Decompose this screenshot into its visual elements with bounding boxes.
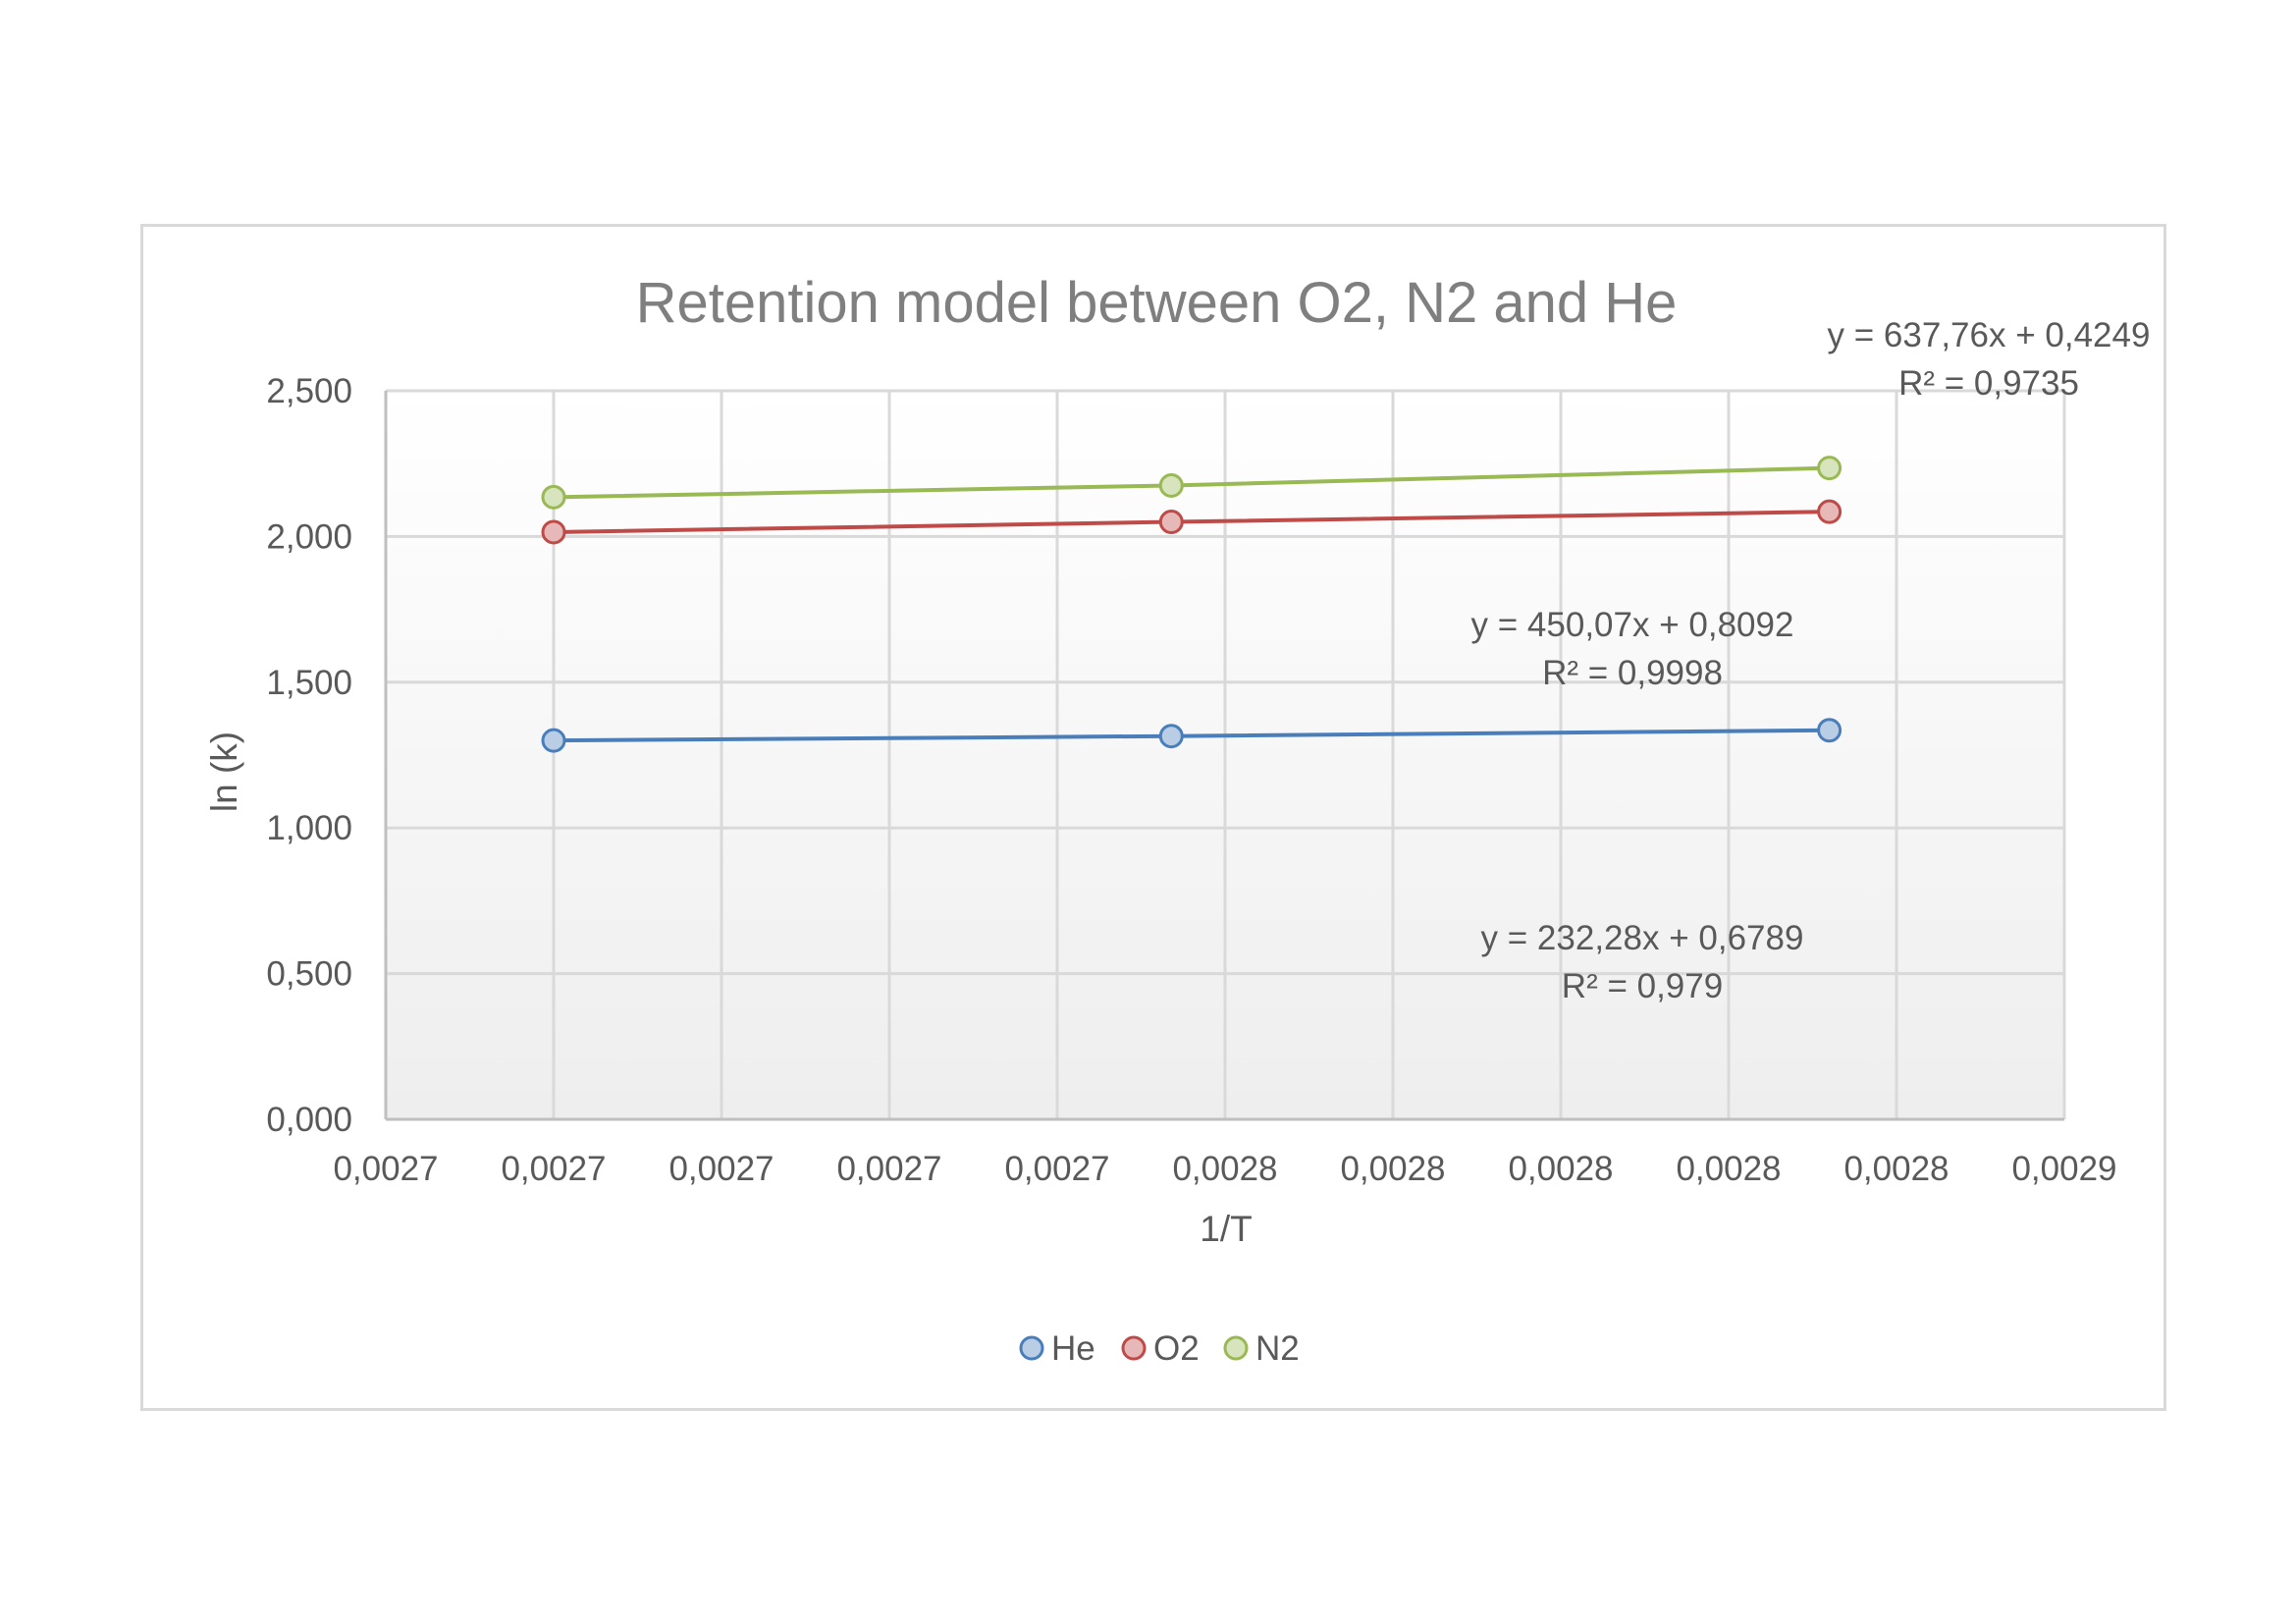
legend-label-n2: N2	[1255, 1329, 1300, 1368]
data-point-he	[1817, 718, 1842, 743]
y-tick-label: 1,000	[266, 809, 352, 847]
annotation-n2-r2: R² = 0,9735	[1898, 364, 2079, 403]
chart-area: 0,000 0,500 1,000 1,500 2,000 2,500 0,0027 0,00…	[140, 224, 2166, 1411]
legend-marker-he	[1019, 1335, 1044, 1361]
x-tick-label: 0,0027	[668, 1150, 774, 1188]
data-point-n2	[1817, 456, 1842, 481]
x-tick-label: 0,0028	[1676, 1150, 1781, 1188]
x-tick-label: 0,0028	[1340, 1150, 1445, 1188]
annotation-n2-equation: y = 637,76x + 0,4249	[1828, 316, 2151, 354]
y-axis-label: ln (k)	[204, 731, 244, 812]
gridlines	[386, 389, 2066, 1119]
legend-label-o2: O2	[1153, 1329, 1200, 1368]
x-tick-label: 0,0029	[2011, 1150, 2116, 1188]
legend-marker-o2	[1121, 1335, 1147, 1361]
annotation-o2-equation: y = 450,07x + 0,8092	[1471, 606, 1794, 644]
y-tick-label: 2,500	[266, 372, 352, 410]
x-tick-label: 0,0028	[1843, 1150, 1949, 1188]
y-tick-label: 0,500	[266, 955, 352, 994]
axes	[384, 391, 2064, 1121]
x-tick-label: 0,0027	[333, 1150, 438, 1188]
x-axis-label: 1/T	[1200, 1209, 1252, 1249]
legend-label-he: He	[1051, 1329, 1095, 1368]
data-point-o2	[1158, 510, 1184, 535]
legend: He O2 N2	[1019, 1329, 1300, 1368]
y-tick-label: 1,500	[266, 664, 352, 702]
annotation-o2-r2: R² = 0,9998	[1542, 654, 1723, 692]
annotation-he-r2: R² = 0,979	[1562, 967, 1723, 1005]
chart-title: Retention model between O2, N2 and He	[636, 271, 1678, 335]
chart-canvas: 0,000 0,500 1,000 1,500 2,000 2,500 0,0027 0,00…	[204, 271, 2151, 1368]
series-layer	[541, 456, 1842, 753]
series-n2	[541, 456, 1842, 510]
x-tick-label: 0,0027	[836, 1150, 941, 1188]
annotation-he-equation: y = 232,28x + 0,6789	[1481, 919, 1804, 957]
data-point-n2	[541, 484, 566, 510]
data-point-n2	[1158, 472, 1184, 498]
series-o2	[541, 499, 1842, 545]
x-tick-label: 0,0028	[1172, 1150, 1277, 1188]
y-tick-label: 2,000	[266, 517, 352, 556]
data-point-o2	[541, 519, 566, 545]
data-point-he	[541, 728, 566, 753]
data-point-o2	[1817, 499, 1842, 524]
x-tick-label: 0,0027	[501, 1150, 606, 1188]
tick-labels: 0,000 0,500 1,000 1,500 2,000 2,500 0,0027 0,00…	[266, 372, 2116, 1188]
legend-marker-n2	[1223, 1335, 1249, 1361]
series-he	[541, 718, 1842, 753]
y-tick-label: 0,000	[266, 1101, 352, 1139]
data-point-he	[1158, 724, 1184, 749]
x-tick-label: 0,0027	[1004, 1150, 1109, 1188]
x-tick-label: 0,0028	[1508, 1150, 1613, 1188]
